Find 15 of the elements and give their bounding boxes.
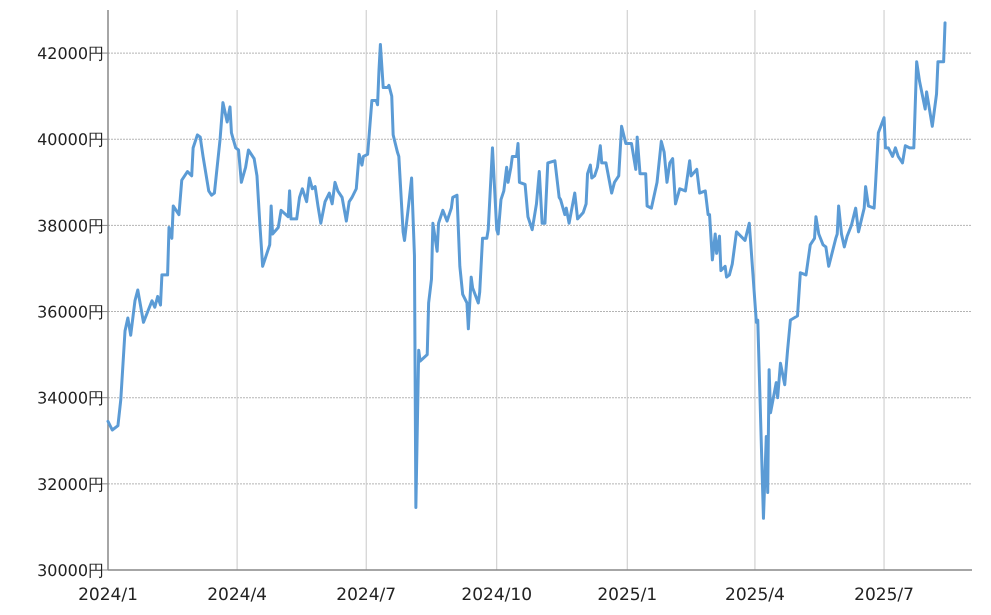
y-tick-label: 40000円 <box>37 130 104 150</box>
y-tick-label: 42000円 <box>37 44 104 64</box>
y-tick-label: 32000円 <box>37 474 104 494</box>
x-tick-label: 2024/10 <box>461 585 532 605</box>
x-tick-label: 2025/4 <box>725 585 785 605</box>
line-series <box>106 21 947 520</box>
x-tick-label: 2024/1 <box>78 585 138 605</box>
x-tick-label: 2025/7 <box>854 585 914 605</box>
y-tick-label: 36000円 <box>37 302 104 322</box>
x-tick-label: 2024/4 <box>207 585 268 605</box>
y-tick-label: 38000円 <box>37 216 104 236</box>
y-tick-label: 30000円 <box>37 561 104 580</box>
x-tick-label: 2025/1 <box>597 585 658 605</box>
x-tick-label: 2024/7 <box>336 585 396 605</box>
y-tick-label: 34000円 <box>37 388 104 408</box>
